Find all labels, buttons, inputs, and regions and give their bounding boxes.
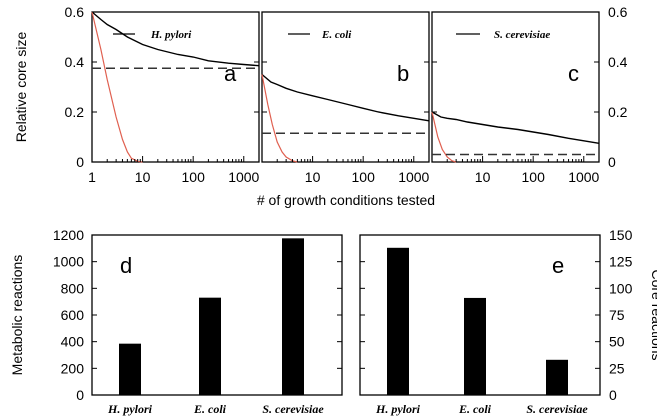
category-label-d: H. pylori	[107, 402, 153, 416]
series-random-c	[431, 111, 457, 163]
ylabel-core-reactions: Core reactions	[649, 269, 657, 360]
y-tick-label-e: 0	[609, 387, 617, 403]
y-tick-label-e: 100	[609, 280, 633, 296]
bar-e-0	[387, 247, 409, 395]
ylabel-metabolic-reactions: Metabolic reactions	[9, 255, 25, 376]
x-tick-label-a: 1	[88, 169, 96, 185]
bar-d-2	[282, 238, 304, 395]
bar-d-1	[199, 297, 221, 395]
series-observed-c	[431, 111, 600, 144]
y-tick-label-right-c: 0.6	[608, 4, 628, 20]
y-tick-label-d: 600	[61, 307, 85, 323]
x-tick-label-b: 10	[305, 169, 321, 185]
y-tick-label-right-c: 0.2	[608, 104, 628, 120]
panel-a-frame	[91, 11, 260, 163]
series-observed-a	[91, 11, 260, 67]
y-tick-label-e: 75	[609, 307, 625, 323]
series-random-a	[91, 11, 143, 163]
y-tick-label-d: 0	[76, 387, 84, 403]
x-tick-label-b: 100	[352, 169, 376, 185]
y-tick-label-e: 125	[609, 254, 633, 270]
bar-e-2	[546, 359, 568, 395]
shared-xlabel: # of growth conditions tested	[257, 192, 435, 208]
y-tick-label-e: 150	[609, 227, 633, 243]
category-label-d: E. coli	[193, 402, 227, 416]
y-tick-label-a: 0	[76, 154, 84, 170]
y-tick-label-d: 1000	[53, 254, 84, 270]
x-tick-label-b: 1000	[398, 169, 429, 185]
panel-c-frame	[431, 11, 600, 163]
legend-label-c: S. cerevisiae	[494, 29, 550, 41]
line-series-layer	[91, 11, 600, 163]
x-tick-label-a: 1000	[228, 169, 259, 185]
bar-d-0	[119, 343, 141, 395]
bar-layer	[119, 238, 568, 395]
category-label-e: S. cerevisiae	[526, 402, 588, 416]
panel-letter-c: c	[568, 61, 579, 86]
y-tick-label-d: 400	[61, 334, 85, 350]
y-tick-label-d: 800	[61, 280, 85, 296]
y-tick-label-a: 0.2	[65, 104, 85, 120]
x-tick-label-c: 1000	[568, 169, 599, 185]
panel-letter-b: b	[397, 61, 409, 86]
y-tick-label-d: 1200	[53, 227, 84, 243]
series-observed-b	[261, 73, 430, 122]
x-tick-label-c: 100	[522, 169, 546, 185]
legend-label-a: H. pylori	[150, 29, 192, 41]
ylabel-relative-core-size: Relative core size	[13, 32, 29, 143]
panel-letter-e: e	[552, 253, 564, 278]
category-label-e: H. pylori	[375, 402, 421, 416]
category-label-d: S. cerevisiae	[262, 402, 324, 416]
series-random-b	[261, 74, 298, 163]
y-tick-label-right-c: 0.4	[608, 54, 628, 70]
category-label-e: E. coli	[458, 402, 492, 416]
y-tick-label-a: 0.4	[65, 54, 85, 70]
panel-letter-a: a	[224, 61, 237, 86]
bar-e-1	[464, 297, 486, 395]
y-tick-label-e: 25	[609, 360, 625, 376]
y-tick-label-right-c: 0	[608, 154, 616, 170]
y-tick-label-a: 0.6	[65, 4, 85, 20]
legend-label-b: E. coli	[321, 29, 352, 41]
y-tick-label-d: 200	[61, 360, 85, 376]
x-tick-label-a: 100	[182, 169, 206, 185]
panel-letter-d: d	[120, 253, 132, 278]
y-tick-label-e: 50	[609, 334, 625, 350]
x-tick-label-c: 10	[475, 169, 491, 185]
panel-b-frame	[261, 11, 430, 163]
x-tick-label-a: 10	[135, 169, 151, 185]
